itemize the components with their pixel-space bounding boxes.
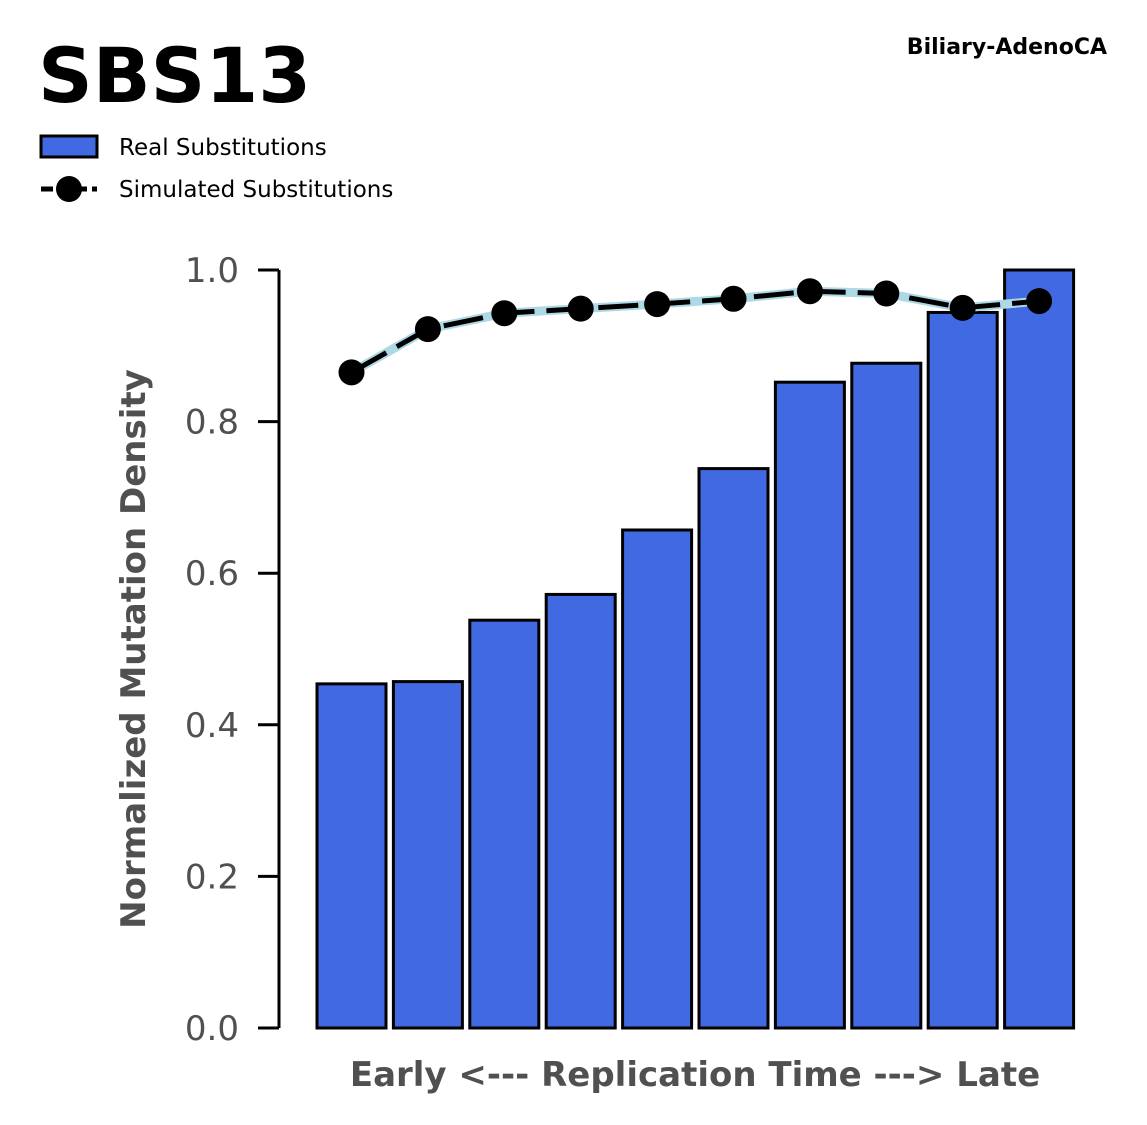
y-ticks: 0.0 0.2 0.4 0.6 0.8 1.0	[185, 251, 279, 1049]
simulated-point	[720, 285, 747, 312]
bar	[544, 592, 617, 1030]
y-axis: 0.0 0.2 0.4 0.6 0.8 1.0	[185, 251, 281, 1049]
legend-label-simulated: Simulated Substitutions	[119, 177, 393, 203]
y-tick-label: 0.4	[185, 706, 239, 746]
bar	[850, 361, 923, 1030]
chart-title: SBS13	[38, 31, 311, 120]
y-tick-label: 0.0	[185, 1009, 239, 1049]
simulated-point	[338, 359, 365, 386]
bar	[391, 680, 464, 1030]
simulated-point	[491, 300, 518, 327]
simulated-point	[644, 291, 671, 318]
x-axis-label: Early <--- Replication Time ---> Late	[350, 1055, 1040, 1095]
simulated-point	[414, 316, 441, 343]
simulated-point	[873, 280, 900, 307]
bar	[315, 682, 388, 1030]
bar	[697, 467, 770, 1030]
y-tick-label: 1.0	[185, 251, 239, 291]
simulated-line	[350, 288, 1040, 375]
bar	[773, 380, 846, 1030]
y-tick-label: 0.8	[185, 403, 239, 443]
simulated-point	[567, 295, 594, 322]
y-axis-label: Normalized Mutation Density	[114, 369, 154, 929]
simulated-point	[949, 294, 976, 321]
simulated-point	[796, 278, 823, 305]
legend-swatch-real	[39, 134, 99, 159]
bar	[1003, 268, 1076, 1030]
legend-marker-simulated	[56, 176, 82, 202]
legend: Real Substitutions Simulated Substitutio…	[39, 134, 393, 203]
simulated-point	[1026, 288, 1053, 315]
chart-subtitle: Biliary-AdenoCA	[907, 35, 1107, 60]
bar	[926, 310, 999, 1030]
bar	[621, 528, 694, 1030]
legend-label-real: Real Substitutions	[119, 135, 327, 161]
y-tick-label: 0.2	[185, 857, 239, 897]
y-tick-label: 0.6	[185, 554, 239, 594]
bar	[468, 618, 541, 1030]
bar-group	[315, 268, 1076, 1030]
simulated-line-group	[338, 278, 1053, 386]
